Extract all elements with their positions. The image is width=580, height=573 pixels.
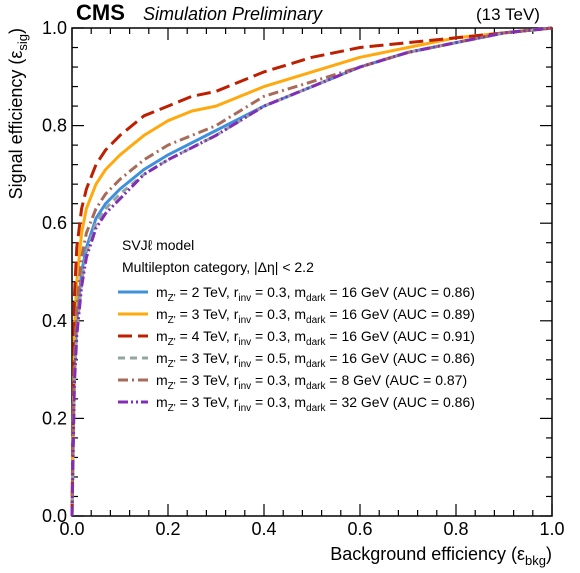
- roc-curve-2: [70, 26, 553, 517]
- legend-entry-2: mZ' = 3 TeV, rinv = 0.3, mdark = 16 GeV …: [156, 306, 475, 326]
- legend-entry-5: mZ' = 3 TeV, rinv = 0.3, mdark = 8 GeV (…: [156, 372, 467, 392]
- roc-curve-3: [70, 26, 553, 517]
- legend: SVJℓ model Multilepton category, |Δη| < …: [118, 237, 475, 414]
- legend-category: Multilepton category, |Δη| < 2.2: [122, 259, 314, 275]
- experiment-label: CMS: [76, 0, 125, 25]
- plot-frame: [71, 27, 553, 517]
- y-tick-label: 0.8: [42, 116, 67, 136]
- y-tick-label: 1.0: [42, 18, 67, 38]
- axis-tick-labels: 0.0 0.2 0.4 0.6 0.8 1.0 0.0 0.2 0.4 0.6 0.8 1.0: [42, 18, 565, 539]
- roc-curve-6: [70, 26, 553, 517]
- y-tick-label: 0.4: [42, 311, 67, 331]
- y-tick-label: 0.6: [42, 213, 67, 233]
- y-axis-title: Signal efficiency (εsig): [6, 28, 30, 199]
- legend-model: SVJℓ model: [122, 237, 194, 253]
- roc-curves: [70, 26, 553, 517]
- legend-entry-4: mZ' = 3 TeV, rinv = 0.5, mdark = 16 GeV …: [156, 350, 475, 370]
- legend-entry-3: mZ' = 4 TeV, rinv = 0.3, mdark = 16 GeV …: [156, 328, 475, 348]
- energy-label: (13 TeV): [476, 5, 540, 24]
- y-tick-label: 0.0: [42, 506, 67, 526]
- x-tick-label: 0.0: [59, 519, 84, 539]
- legend-entry-6: mZ' = 3 TeV, rinv = 0.3, mdark = 32 GeV …: [156, 394, 475, 414]
- y-tick-label: 0.2: [42, 408, 67, 428]
- x-tick-label: 0.4: [251, 519, 276, 539]
- x-tick-label: 1.0: [539, 519, 564, 539]
- legend-entry-1: mZ' = 2 TeV, rinv = 0.3, mdark = 16 GeV …: [156, 284, 475, 304]
- x-tick-label: 0.6: [347, 519, 372, 539]
- x-axis-title: Background efficiency (εbkg): [330, 544, 552, 568]
- status-label: Simulation Preliminary: [143, 4, 323, 24]
- x-tick-label: 0.2: [155, 519, 180, 539]
- x-tick-label: 0.8: [443, 519, 468, 539]
